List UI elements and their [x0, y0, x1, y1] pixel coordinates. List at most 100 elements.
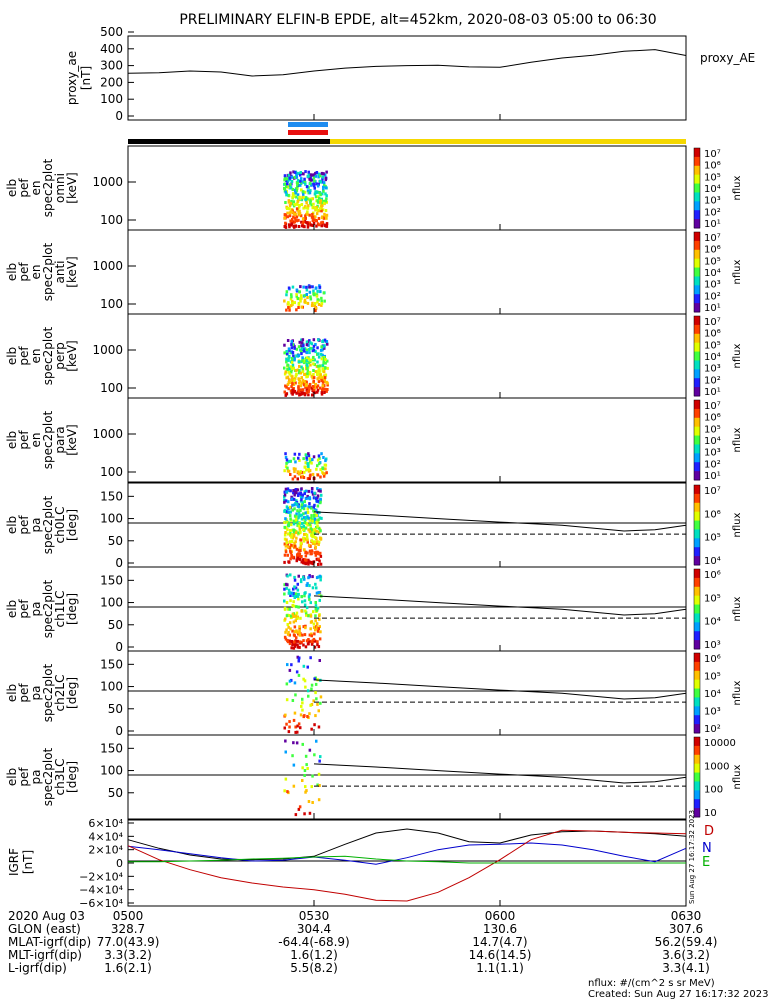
- ephemeris-row-label: GLON (east): [8, 922, 81, 936]
- igrf-legend-n: N: [702, 841, 712, 856]
- colorbar-label: 10⁶: [704, 329, 721, 340]
- pa-ytick-label: 0: [115, 724, 123, 738]
- colorbar-label: 10000: [704, 738, 736, 749]
- panel-ylabel: para: [53, 426, 67, 453]
- panel-ylabel: spec2plot: [41, 663, 55, 722]
- colorbar-pa-ch2: 10⁶ 10⁵ 10⁴ 10³ 10² nflux: [693, 652, 743, 735]
- ephemeris-row-label: MLT-igrf(dip): [8, 948, 82, 962]
- energy-ytick-label: 100: [100, 465, 123, 479]
- colorbar-label: 10²: [704, 459, 721, 470]
- panel-ylabel: anti: [53, 261, 67, 284]
- panel-ylabel: pef: [17, 178, 31, 198]
- panel-ylabel: spec2plot: [41, 747, 55, 806]
- panel-ylabel: elb: [5, 516, 19, 534]
- colorbar-label: 10⁵: [704, 256, 721, 267]
- pa-ytick-label: 150: [100, 573, 123, 587]
- panel-ylabel: elb: [5, 600, 19, 618]
- panel-ylabel: elb: [5, 684, 19, 702]
- science-zone-red-bar: [288, 130, 328, 135]
- igrf-ylabel-1: IGRF: [7, 848, 21, 876]
- ae-ytick-label: 200: [100, 75, 123, 89]
- ephemeris-value: 1.1(1.1): [476, 961, 524, 975]
- ephemeris-value: 14.7(4.7): [472, 935, 527, 949]
- colorbar-pa-ch3: 10000 1000 100 10 nflux: [693, 736, 743, 819]
- panel-ylabel: en: [29, 265, 43, 280]
- panel-pa-ch0: 150100500elbpefpaspec2plotch0LC[deg]10⁷1…: [5, 482, 743, 570]
- panel-ylabel: pef: [17, 515, 31, 535]
- ephemeris-value: 5.5(8.2): [290, 961, 338, 975]
- igrf-ytick-label: 0: [116, 857, 123, 870]
- energy-ytick-label: 1000: [92, 175, 123, 189]
- ephemeris-value: 77.0(43.9): [97, 935, 160, 949]
- pa-ytick-label: 150: [100, 489, 123, 503]
- ae-ytick-label: 0: [115, 109, 123, 123]
- colorbar-label: 10¹: [704, 471, 721, 482]
- proxy-ae-ylabel-1: proxy_ae: [65, 51, 79, 105]
- pa-ytick-label: 150: [100, 741, 123, 755]
- orbit-bar-yellow: [330, 139, 686, 144]
- panel-ylabel: pa: [29, 686, 43, 701]
- panel-ylabel: [deg]: [65, 509, 79, 541]
- igrf-ytick-label: 6×10⁴: [88, 817, 123, 830]
- panel-ylabel: [keV]: [65, 256, 79, 287]
- colorbar-label: 10⁴: [704, 184, 721, 195]
- ephemeris-value: 3.3(4.1): [662, 961, 710, 975]
- panel-ylabel: spec2plot: [41, 158, 55, 217]
- colorbar-label: 10⁶: [704, 509, 721, 520]
- pa-ytick-label: 0: [115, 640, 123, 654]
- igrf-ytick-label: −2×10⁴: [79, 870, 123, 883]
- panel-ylabel: [deg]: [65, 593, 79, 625]
- colorbar-pa-ch1: 10⁶ 10⁵ 10⁴ 10³ nflux: [693, 568, 743, 651]
- colorbar-label: 10⁴: [704, 617, 721, 628]
- colorbar-unit: nflux: [732, 764, 743, 789]
- colorbar-unit: nflux: [732, 259, 743, 284]
- colorbar-pa-ch0: 10⁷ 10⁶ 10⁵ 10⁴ nflux: [693, 484, 743, 567]
- panel-ylabel: elb: [5, 263, 19, 281]
- colorbar-unit: nflux: [732, 175, 743, 200]
- proxy-ae-legend: proxy_AE: [700, 51, 755, 65]
- pa-ytick-label: 50: [108, 534, 123, 548]
- panel-pa-ch2: 150100500elbpefpaspec2plotch2LC[deg]10⁶1…: [5, 650, 743, 738]
- colorbar-label: 10⁷: [704, 317, 721, 328]
- colorbar-label: 10⁵: [704, 340, 721, 351]
- colorbar-label: 10¹: [704, 387, 721, 398]
- colorbar-label: 100: [704, 785, 723, 796]
- ephemeris-table: 2020 Aug 03 0500 0530 0600 0630 GLON (east) 32…: [8, 909, 717, 975]
- panel-en-para: 1000100elbpefenspec2plotpara[keV]10⁷10⁶1…: [5, 397, 743, 483]
- ephemeris-row-label: L-igrf(dip): [8, 961, 67, 975]
- colorbar-label: 10³: [704, 448, 721, 459]
- colorbar-label: 10⁷: [704, 233, 721, 244]
- panel-ylabel: [deg]: [65, 677, 79, 709]
- panel-proxy-ae: 500 400 300 200 100 0 proxy_AE proxy_ae [nT]: [65, 25, 755, 123]
- pa-ytick-label: 100: [100, 680, 123, 694]
- colorbar-label: 10⁵: [704, 672, 721, 683]
- pa-ytick-label: 150: [100, 657, 123, 671]
- igrf-ylabel-2: [nT]: [21, 850, 35, 874]
- colorbar-label: 10³: [704, 640, 721, 651]
- igrf-line-n: [127, 842, 687, 865]
- panel-ylabel: pef: [17, 262, 31, 282]
- pa-ytick-label: 100: [100, 764, 123, 778]
- colorbar-label: 10⁶: [704, 245, 721, 256]
- ephemeris-value: 328.7: [111, 922, 145, 936]
- panel-ylabel: elb: [5, 431, 19, 449]
- ephemeris-value: 304.4: [297, 922, 331, 936]
- panel-ylabel: pef: [17, 767, 31, 787]
- pa-ytick-label: 100: [100, 512, 123, 526]
- panel-ylabel: ch3LC: [53, 759, 67, 796]
- ephemeris-value: 307.6: [669, 922, 703, 936]
- orbit-bar-black: [128, 139, 330, 144]
- panel-ylabel: [keV]: [65, 172, 79, 203]
- loss-cone-line: [313, 595, 687, 616]
- igrf-ytick-label: 2×10⁴: [88, 844, 123, 857]
- ephemeris-value: 0630: [671, 909, 702, 923]
- ephemeris-row-label: MLAT-igrf(dip): [8, 935, 91, 949]
- igrf-ytick-label: −4×10⁴: [79, 884, 123, 897]
- panel-ylabel: en: [29, 433, 43, 448]
- colorbar-label: 10²: [704, 375, 721, 386]
- ephemeris-value: 3.6(3.2): [662, 948, 710, 962]
- loss-cone-line: [313, 679, 687, 700]
- panel-ylabel: elb: [5, 347, 19, 365]
